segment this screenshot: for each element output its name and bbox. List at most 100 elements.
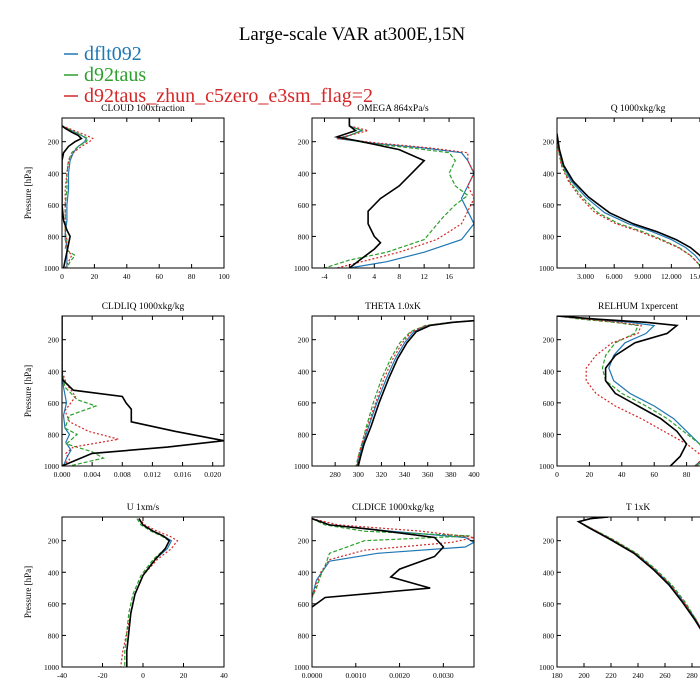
- y-tick-label: 600: [48, 399, 60, 408]
- x-tick-label: 6.000: [606, 272, 623, 281]
- y-tick-label: 600: [298, 201, 310, 210]
- y-tick-label: 200: [48, 138, 60, 147]
- panel-title: T 1xK: [626, 503, 651, 513]
- panel-title: Q 1000xkg/kg: [611, 104, 666, 114]
- series-line: [357, 319, 474, 466]
- x-tick-label: 0.008: [114, 470, 131, 479]
- series-line: [336, 118, 474, 268]
- x-tick-label: 200: [578, 671, 590, 680]
- x-tick-label: 0.020: [204, 470, 221, 479]
- y-tick-label: 400: [298, 169, 310, 178]
- x-tick-label: -20: [98, 671, 108, 680]
- x-tick-label: 280: [686, 671, 698, 680]
- series-line: [356, 320, 474, 466]
- x-tick-label: 0: [348, 272, 352, 281]
- y-tick-label: 600: [48, 600, 60, 609]
- x-tick-label: 180: [551, 671, 563, 680]
- y-tick-label: 200: [298, 537, 310, 546]
- x-tick-label: 12: [420, 272, 428, 281]
- y-tick-label: 600: [48, 201, 60, 210]
- y-tick-label: 200: [48, 537, 60, 546]
- y-tick-label: 800: [543, 430, 555, 439]
- series-line: [312, 517, 445, 608]
- x-tick-label: 80: [188, 272, 196, 281]
- series-line: [324, 118, 469, 268]
- y-tick-label: 200: [543, 537, 555, 546]
- y-tick-label: 1000: [539, 663, 554, 672]
- series-line: [557, 316, 700, 466]
- series-line: [126, 518, 171, 667]
- series-line: [557, 316, 688, 466]
- x-tick-label: 16: [445, 272, 453, 281]
- series-line: [576, 517, 700, 629]
- y-tick-label: 800: [48, 232, 60, 241]
- series-line: [557, 133, 700, 267]
- x-tick-label: 320: [376, 470, 388, 479]
- series-line: [355, 320, 474, 466]
- x-tick-label: 220: [605, 671, 617, 680]
- x-tick-label: 0: [555, 470, 559, 479]
- x-tick-label: 0.012: [144, 470, 161, 479]
- plot-frame: [61, 315, 225, 467]
- x-tick-label: 0.0010: [345, 671, 366, 680]
- panel-title: U 1xm/s: [127, 503, 160, 513]
- panel-2: OMEGA 864xPa/s 200 400 600 800 1000 -4 0 4 8 12 16: [294, 104, 475, 281]
- y-tick-label: 800: [543, 232, 555, 241]
- legend-label: d92taus_zhun_c5zero_e3sm_flag=2: [84, 85, 373, 107]
- x-tick-label: 0: [141, 671, 145, 680]
- x-tick-label: 20: [586, 470, 594, 479]
- legend-label: d92taus: [84, 64, 146, 86]
- x-tick-label: 300: [353, 470, 365, 479]
- series-line: [576, 517, 700, 629]
- series-line: [356, 320, 474, 466]
- legend: dflt092d92tausd92taus_zhun_c5zero_e3sm_f…: [64, 43, 373, 107]
- y-tick-label: 1000: [44, 663, 59, 672]
- x-tick-label: 20: [180, 671, 188, 680]
- x-tick-label: 0.0030: [433, 671, 454, 680]
- y-tick-label: 1000: [539, 264, 554, 273]
- x-tick-label: 40: [220, 671, 228, 680]
- x-tick-label: 20: [91, 272, 99, 281]
- y-tick-label: 400: [298, 568, 310, 577]
- x-tick-label: -40: [57, 671, 67, 680]
- x-tick-label: 15.000: [690, 272, 700, 281]
- x-tick-label: 340: [399, 470, 411, 479]
- plot-frame: [61, 516, 225, 668]
- x-tick-label: 380: [445, 470, 457, 479]
- y-tick-label: 800: [298, 631, 310, 640]
- panel-title: THETA 1.0xK: [365, 302, 421, 312]
- y-tick-label: 1000: [294, 264, 309, 273]
- x-tick-label: 400: [468, 470, 480, 479]
- y-tick-label: 1000: [539, 462, 554, 471]
- y-tick-label: 800: [48, 631, 60, 640]
- x-tick-label: 100: [218, 272, 230, 281]
- x-tick-label: -4: [321, 272, 327, 281]
- y-axis-label: Pressure [hPa]: [23, 365, 33, 417]
- y-tick-label: 600: [298, 399, 310, 408]
- plot-frame: [556, 117, 700, 269]
- y-tick-label: 400: [298, 367, 310, 376]
- plot-frame: [311, 516, 475, 668]
- x-tick-label: 4: [372, 272, 376, 281]
- x-tick-label: 0.004: [84, 470, 101, 479]
- y-axis-label: Pressure [hPa]: [23, 566, 33, 618]
- y-tick-label: 600: [298, 600, 310, 609]
- y-tick-label: 600: [543, 399, 555, 408]
- panel-title: CLDICE 1000xkg/kg: [352, 503, 434, 513]
- plot-frame: [556, 516, 700, 668]
- series-line: [576, 517, 700, 630]
- x-tick-label: 12.000: [661, 272, 682, 281]
- y-axis-label: Pressure [hPa]: [23, 167, 33, 219]
- series-line: [124, 518, 171, 667]
- legend-entry: dflt092: [64, 43, 142, 65]
- y-tick-label: 200: [48, 336, 60, 345]
- y-tick-label: 800: [298, 430, 310, 439]
- x-tick-label: 80: [683, 470, 691, 479]
- x-tick-label: 0: [60, 272, 64, 281]
- y-tick-label: 400: [543, 568, 555, 577]
- x-tick-label: 360: [422, 470, 434, 479]
